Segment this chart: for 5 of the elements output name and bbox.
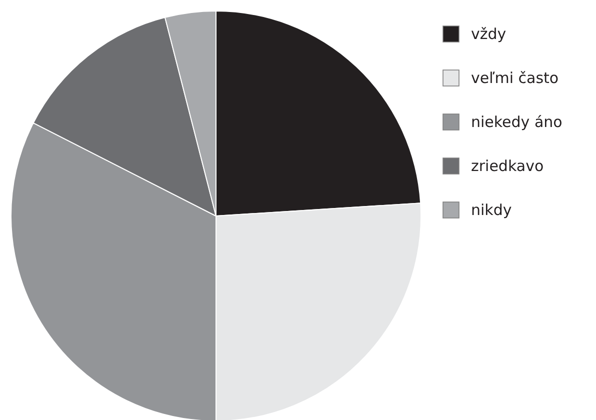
legend-label: veľmi často [471,69,559,87]
legend-label: niekedy áno [471,113,562,131]
legend-label: zriedkavo [471,157,544,175]
legend-label: nikdy [471,201,512,219]
legend-label: vždy [471,25,506,43]
